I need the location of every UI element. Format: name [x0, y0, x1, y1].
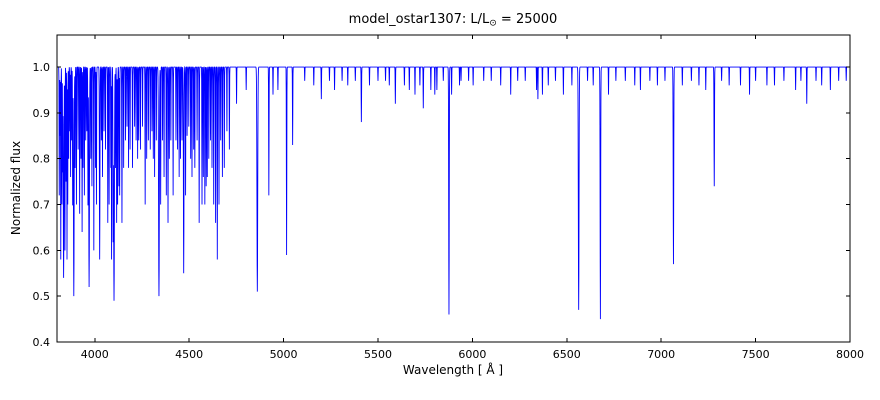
- y-tick-label: 0.8: [33, 153, 51, 166]
- x-tick-label: 5000: [270, 348, 298, 361]
- x-tick-label: 6000: [458, 348, 486, 361]
- y-tick-label: 1.0: [33, 61, 51, 74]
- chart-title-value: = 25000: [496, 12, 558, 27]
- y-tick-label: 0.5: [33, 290, 51, 303]
- x-tick-label: 5500: [364, 348, 392, 361]
- x-tick-label: 6500: [553, 348, 581, 361]
- chart-title-text: model_ostar1307: L/L: [348, 12, 490, 27]
- x-axis-label: Wavelength [ Å ]: [402, 363, 504, 377]
- y-axis-label: Normalized flux: [9, 140, 23, 236]
- x-tick-label: 8000: [836, 348, 864, 361]
- x-tick-label: 7000: [647, 348, 675, 361]
- spectrum-line: [57, 65, 850, 320]
- y-tick-label: 0.6: [33, 244, 51, 257]
- y-tick-label: 0.7: [33, 199, 51, 212]
- x-tick-label: 4000: [81, 348, 109, 361]
- x-tick-label: 7500: [742, 348, 770, 361]
- x-tick-label: 4500: [175, 348, 203, 361]
- plot-frame: [56, 34, 851, 343]
- sun-symbol: ⊙: [489, 18, 497, 29]
- chart-title: model_ostar1307: L/L⊙ = 25000: [349, 12, 558, 28]
- y-tick-label: 0.9: [33, 107, 51, 120]
- y-tick-label: 0.4: [33, 336, 51, 349]
